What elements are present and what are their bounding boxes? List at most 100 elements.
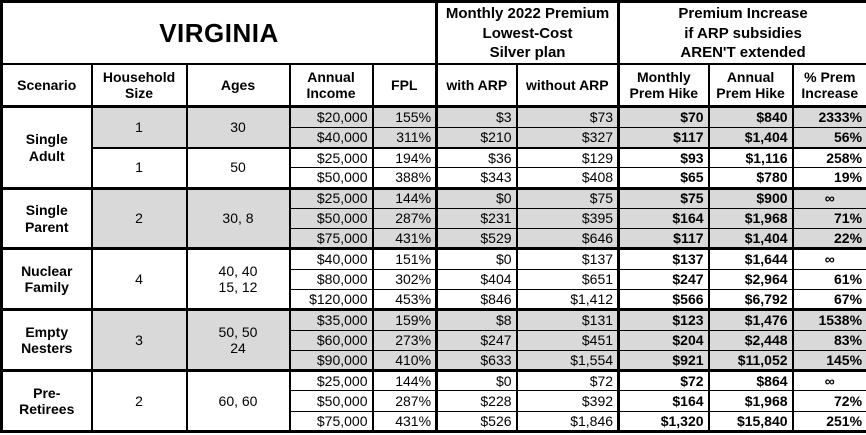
cell-pct-increase: 2333% (791, 105, 866, 128)
cell-annual-income: $50,000 (288, 207, 374, 230)
cell-annual-hike: $1,644 (707, 247, 794, 270)
cell-annual-income: $25,000 (288, 146, 374, 169)
cell-annual-hike: $1,476 (707, 308, 794, 331)
cell-monthly-hike: $72 (617, 369, 710, 392)
cell-fpl: 194% (371, 146, 438, 169)
cell-annual-income: $25,000 (288, 186, 374, 209)
cell-scenario: Empty Nesters (0, 308, 93, 372)
cell-annual-income: $50,000 (288, 167, 374, 189)
cell-without-arp: $131 (515, 308, 620, 331)
cell-fpl: 388% (371, 167, 438, 189)
cell-without-arp: $408 (515, 167, 620, 189)
cell-without-arp: $392 (515, 390, 620, 412)
table-row: $50,000 287% $228 $392 $164 $1,968 72% (2, 390, 866, 412)
cell-annual-hike: $2,448 (707, 329, 794, 351)
cell-ages: 50 (185, 146, 291, 189)
cell-with-arp: $3 (435, 105, 518, 128)
cell-ages: 40, 40 15, 12 (185, 247, 291, 311)
cell-with-arp: $343 (435, 167, 518, 189)
table-row: Single Parent 2 30, 8 $25,000 144% $0 $7… (0, 186, 866, 250)
cell-without-arp: $451 (515, 329, 620, 351)
cell-scenario: Pre- Retirees (0, 369, 93, 432)
cell-annual-income: $40,000 (288, 247, 374, 270)
cell-fpl: 311% (371, 126, 438, 149)
cell-monthly-hike: $921 (617, 349, 710, 372)
cell-fpl: 287% (371, 390, 438, 412)
table-row: VIRGINIA Monthly 2022 Premium Lowest-Cos… (0, 1, 866, 66)
cell-fpl: 453% (371, 288, 438, 311)
cell-annual-hike: $864 (707, 369, 794, 392)
cell-scenario: Single Parent (0, 186, 93, 250)
cell-without-arp: $1,554 (515, 349, 620, 372)
cell-monthly-hike: $117 (617, 228, 710, 250)
col-header-household-size: Household Size (90, 63, 188, 109)
col-header-ages: Ages (185, 63, 291, 109)
cell-with-arp: $8 (435, 308, 518, 331)
cell-pct-increase: 1538% (791, 308, 866, 331)
cell-pct-increase: ∞ (791, 369, 866, 392)
cell-household-size: 3 (90, 308, 188, 372)
cell-household-size: 2 (90, 186, 188, 250)
col-header-without-arp: without ARP (515, 63, 620, 109)
cell-fpl: 155% (371, 105, 438, 128)
cell-fpl: 302% (371, 268, 438, 291)
cell-fpl: 273% (371, 329, 438, 351)
cell-pct-increase: ∞ (791, 247, 866, 270)
cell-with-arp: $247 (435, 329, 518, 351)
cell-with-arp: $231 (435, 207, 518, 230)
table-row: Single Adult 1 30 $20,000 155% $3 $73 $7… (0, 105, 866, 189)
cell-annual-income: $60,000 (288, 329, 374, 351)
col-header-annual-income: Annual Income (288, 63, 374, 109)
cell-fpl: 151% (371, 247, 438, 270)
cell-fpl: 431% (371, 228, 438, 250)
cell-annual-income: $25,000 (288, 369, 374, 392)
cell-monthly-hike: $137 (617, 247, 710, 270)
cell-monthly-hike: $164 (617, 390, 710, 412)
cell-pct-increase: 258% (791, 146, 866, 169)
table-row: $90,000 410% $633 $1,554 $921 $11,052 14… (2, 349, 866, 372)
cell-with-arp: $526 (435, 410, 518, 433)
cell-with-arp: $0 (435, 369, 518, 392)
cell-with-arp: $0 (435, 247, 518, 270)
cell-pct-increase: 61% (791, 268, 866, 291)
table-title: VIRGINIA (0, 1, 438, 66)
cell-fpl: 144% (371, 186, 438, 209)
cell-annual-hike: $900 (707, 186, 794, 209)
cell-without-arp: $651 (515, 268, 620, 291)
table-row: 1 50 $25,000 194% $36 $129 $93 $1,116 25… (2, 146, 866, 189)
cell-annual-income: $50,000 (288, 390, 374, 412)
cell-pct-increase: 22% (791, 228, 866, 250)
cell-with-arp: $633 (435, 349, 518, 372)
cell-annual-hike: $780 (707, 167, 794, 189)
table-row: $75,000 431% $526 $1,846 $1,320 $15,840 … (2, 410, 866, 433)
cell-ages: 30, 8 (185, 186, 291, 250)
table-row: Scenario Household Size Ages Annual Inco… (0, 63, 866, 109)
table-row: $50,000 287% $231 $395 $164 $1,968 71% (2, 207, 866, 230)
cell-fpl: 410% (371, 349, 438, 372)
cell-pct-increase: 19% (791, 167, 866, 189)
cell-without-arp: $72 (515, 369, 620, 392)
cell-monthly-hike: $164 (617, 207, 710, 230)
col-header-monthly-hike: Monthly Prem Hike (617, 63, 710, 109)
cell-annual-income: $120,000 (288, 288, 374, 311)
cell-ages: 60, 60 (185, 369, 291, 432)
cell-with-arp: $0 (435, 186, 518, 209)
cell-monthly-hike: $204 (617, 329, 710, 351)
col-header-annual-hike: Annual Prem Hike (707, 63, 794, 109)
cell-monthly-hike: $65 (617, 167, 710, 189)
cell-monthly-hike: $93 (617, 146, 710, 169)
cell-without-arp: $137 (515, 247, 620, 270)
cell-annual-hike: $11,052 (707, 349, 794, 372)
cell-fpl: 431% (371, 410, 438, 433)
cell-scenario: Nuclear Family (0, 247, 93, 311)
col-header-fpl: FPL (371, 63, 438, 109)
table-row: $60,000 273% $247 $451 $204 $2,448 83% (2, 329, 866, 351)
cell-ages: 50, 50 24 (185, 308, 291, 372)
cell-without-arp: $75 (515, 186, 620, 209)
cell-with-arp: $228 (435, 390, 518, 412)
table-row: $50,000 388% $343 $408 $65 $780 19% (2, 167, 866, 189)
cell-without-arp: $395 (515, 207, 620, 230)
cell-fpl: 159% (371, 308, 438, 331)
cell-without-arp: $646 (515, 228, 620, 250)
